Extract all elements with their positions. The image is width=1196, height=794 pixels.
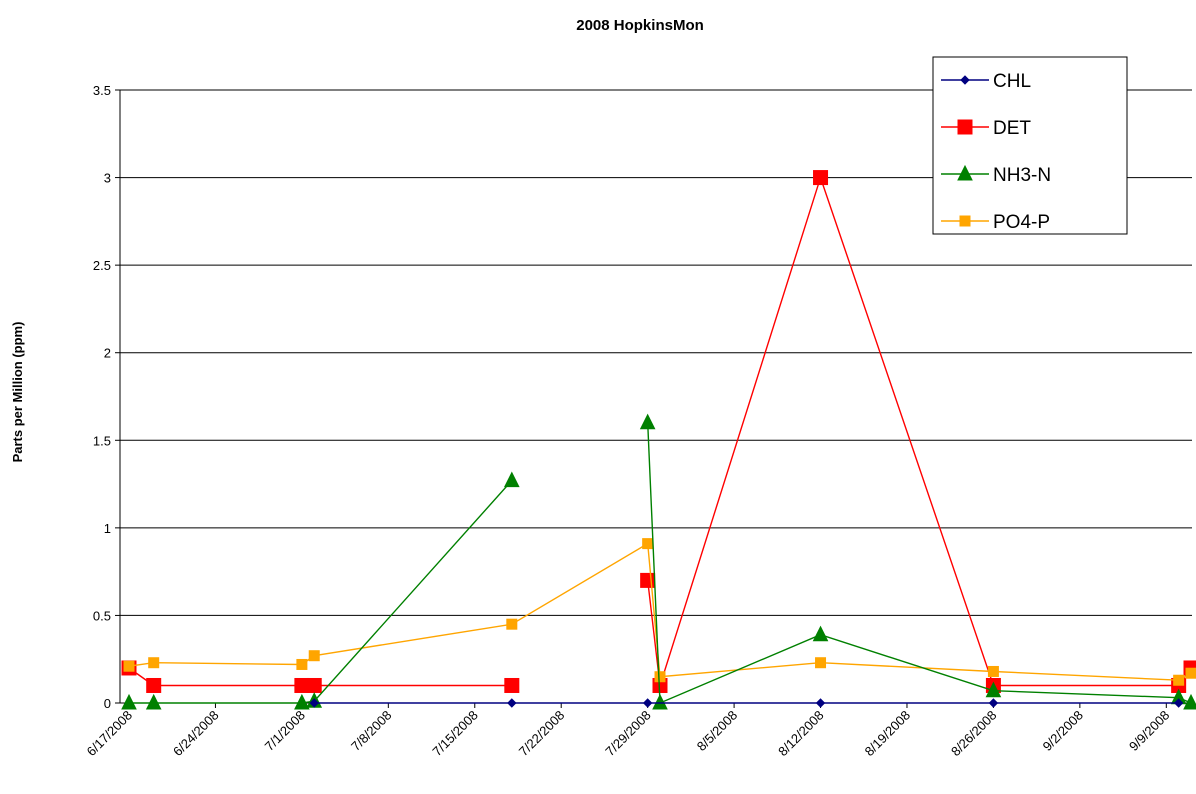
series-chl bbox=[309, 698, 1184, 708]
x-tick-label: 9/2/2008 bbox=[1040, 708, 1086, 754]
gridlines bbox=[120, 89, 1192, 616]
x-tick-label: 6/24/2008 bbox=[170, 708, 222, 760]
legend-box bbox=[932, 56, 1128, 235]
x-tick-label: 8/26/2008 bbox=[948, 708, 1000, 760]
series-line-po4-p bbox=[128, 542, 1192, 681]
legend-swatch-marker bbox=[960, 75, 970, 85]
series-layer bbox=[121, 170, 1196, 710]
chart-title: 2008 HopkinsMon bbox=[576, 17, 704, 34]
x-tick-label: 8/5/2008 bbox=[694, 708, 740, 754]
data-point-det bbox=[640, 572, 656, 588]
x-tick-label: 8/19/2008 bbox=[862, 708, 914, 760]
data-point-nh3-n bbox=[1183, 693, 1196, 710]
legend-label: NH3-N bbox=[993, 165, 1051, 186]
y-tick-label: 2 bbox=[104, 346, 111, 361]
data-point-chl bbox=[1173, 698, 1184, 708]
legend-swatch-marker bbox=[959, 215, 971, 227]
data-point-chl bbox=[507, 698, 517, 708]
x-tick-labels: 6/17/2008 6/24/2008 7/1/2008 7/8/2008 7/15/2… bbox=[84, 708, 1173, 760]
y-tick-labels: 0 0.5 1 1.5 2 2.5 3 3.5 bbox=[93, 83, 111, 711]
data-point-po4-p bbox=[148, 657, 160, 669]
x-tick-label: 7/29/2008 bbox=[602, 708, 654, 760]
legend-swatch-marker bbox=[957, 119, 973, 135]
data-point-po4-p bbox=[654, 671, 666, 683]
y-tick-label: 3.5 bbox=[93, 83, 111, 98]
data-point-chl bbox=[988, 698, 999, 708]
legend-label: DET bbox=[993, 118, 1031, 139]
legend-swatch-marker bbox=[957, 164, 973, 181]
data-point-po4-p bbox=[296, 658, 308, 670]
x-tick-label: 7/15/2008 bbox=[429, 708, 481, 760]
data-point-chl bbox=[309, 698, 319, 708]
series-po4-p bbox=[123, 538, 1196, 686]
y-tick-label: 1 bbox=[104, 521, 111, 536]
data-point-det bbox=[146, 677, 162, 693]
data-point-po4-p bbox=[815, 657, 827, 669]
data-point-po4-p bbox=[506, 618, 518, 630]
x-tick-label: 7/1/2008 bbox=[262, 708, 308, 754]
data-point-det bbox=[813, 170, 829, 186]
data-point-po4-p bbox=[123, 660, 135, 672]
series-line-nh3-n bbox=[129, 480, 513, 704]
data-point-nh3-n bbox=[652, 693, 668, 710]
y-tick-label: 0 bbox=[104, 696, 111, 711]
y-axis-label: Parts per Million (ppm) bbox=[10, 322, 25, 463]
legend-item-po4-p: PO4-P bbox=[941, 212, 1050, 233]
data-point-po4-p bbox=[308, 650, 320, 662]
series-line-det bbox=[647, 175, 1192, 687]
data-point-chl bbox=[642, 698, 653, 708]
data-point-nh3-n bbox=[639, 413, 656, 430]
data-point-chl bbox=[815, 698, 826, 708]
x-tick-label: 7/22/2008 bbox=[516, 708, 568, 760]
x-tick-label: 9/9/2008 bbox=[1126, 708, 1172, 754]
y-tick-label: 1.5 bbox=[93, 433, 111, 448]
data-point-nh3-n bbox=[504, 471, 520, 488]
legend-item-nh3-n: NH3-N bbox=[941, 164, 1051, 186]
legend-label: CHL bbox=[993, 71, 1031, 92]
legend-item-chl: CHL bbox=[941, 71, 1031, 92]
data-point-po4-p bbox=[642, 538, 654, 550]
y-tick-label: 2.5 bbox=[93, 258, 111, 273]
data-point-nh3-n bbox=[294, 693, 310, 710]
x-tick-label: 6/17/2008 bbox=[84, 708, 136, 760]
legend-label: PO4-P bbox=[993, 212, 1050, 233]
data-point-nh3-n bbox=[145, 693, 162, 710]
data-point-po4-p bbox=[1185, 667, 1196, 679]
y-tick-label: 0.5 bbox=[93, 608, 111, 623]
data-point-po4-p bbox=[1173, 674, 1185, 686]
y-tick-label: 3 bbox=[104, 171, 111, 186]
x-tick-label: 8/12/2008 bbox=[775, 708, 827, 760]
x-tick-label: 7/8/2008 bbox=[348, 708, 394, 754]
data-point-nh3-n bbox=[121, 693, 137, 710]
data-point-po4-p bbox=[987, 665, 999, 677]
series-det bbox=[121, 170, 1196, 693]
data-point-nh3-n bbox=[985, 681, 1002, 698]
legend-item-det: DET bbox=[941, 118, 1031, 139]
data-point-det bbox=[306, 677, 322, 693]
legend: CHL DET NH3-N PO4-P bbox=[932, 56, 1128, 235]
data-point-nh3-n bbox=[812, 625, 829, 642]
data-point-det bbox=[504, 677, 520, 693]
